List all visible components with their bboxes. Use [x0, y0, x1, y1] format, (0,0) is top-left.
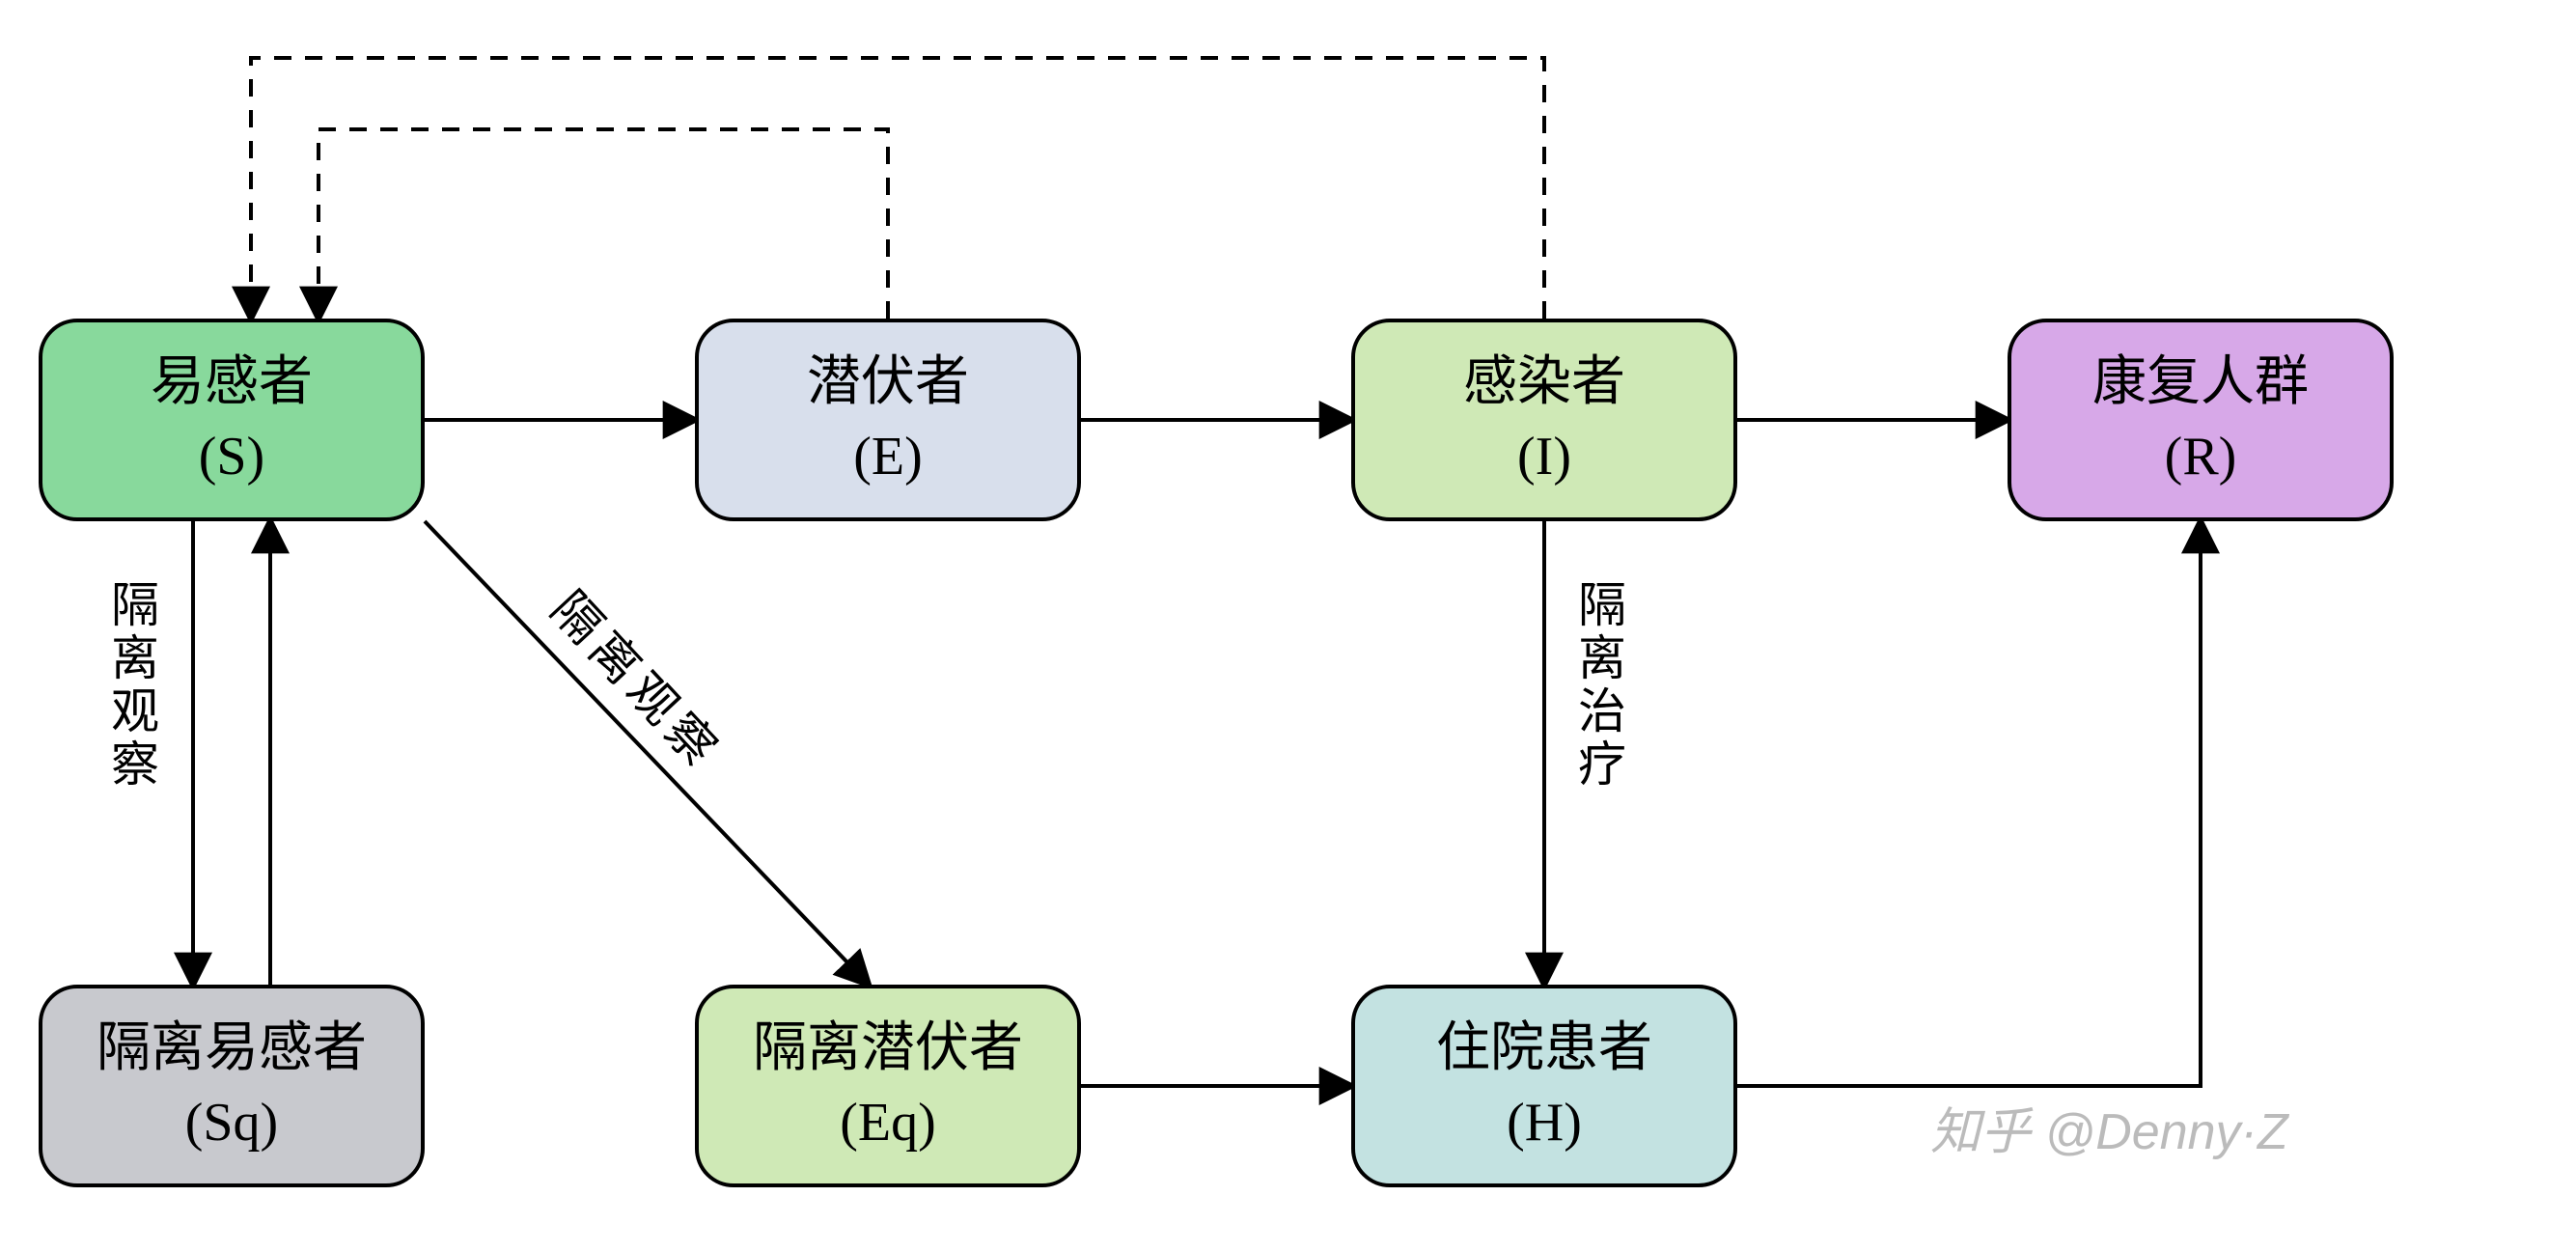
- node-recovered-title: 康复人群: [2092, 350, 2309, 415]
- edge-label-s-sq: 隔离观察: [97, 579, 166, 792]
- node-susceptible-title: 易感者: [151, 350, 313, 415]
- node-susceptible: 易感者 (S): [39, 319, 425, 521]
- edge-S-Eq: [425, 521, 869, 985]
- node-infected-symbol: (I): [1517, 425, 1571, 489]
- node-hospitalized-title: 住院患者: [1436, 1016, 1652, 1081]
- node-recovered: 康复人群 (R): [2008, 319, 2394, 521]
- watermark: 知乎 @Denny·Z: [1930, 1091, 2288, 1163]
- node-quarantined-exposed-symbol: (Eq): [840, 1091, 936, 1155]
- node-quarantined-susceptible: 隔离易感者 (Sq): [39, 985, 425, 1187]
- node-exposed-symbol: (E): [853, 425, 923, 489]
- node-hospitalized: 住院患者 (H): [1351, 985, 1737, 1187]
- node-quarantined-exposed-title: 隔离潜伏者: [753, 1016, 1023, 1081]
- node-recovered-symbol: (R): [2165, 425, 2237, 489]
- edge-H-R: [1737, 521, 2201, 1086]
- node-exposed-title: 潜伏者: [807, 350, 969, 415]
- node-exposed: 潜伏者 (E): [695, 319, 1081, 521]
- node-infected: 感染者 (I): [1351, 319, 1737, 521]
- node-quarantined-susceptible-title: 隔离易感者: [97, 1016, 367, 1081]
- node-quarantined-exposed: 隔离潜伏者 (Eq): [695, 985, 1081, 1187]
- edge-I-S-dash: [251, 58, 1544, 319]
- node-infected-title: 感染者: [1463, 350, 1625, 415]
- edge-label-s-eq: 隔离观察: [538, 573, 740, 783]
- edge-label-i-h: 隔离治疗: [1564, 579, 1633, 792]
- node-susceptible-symbol: (S): [199, 425, 264, 489]
- node-hospitalized-symbol: (H): [1507, 1091, 1582, 1155]
- node-quarantined-susceptible-symbol: (Sq): [185, 1091, 278, 1155]
- edge-E-S-dash: [319, 129, 888, 319]
